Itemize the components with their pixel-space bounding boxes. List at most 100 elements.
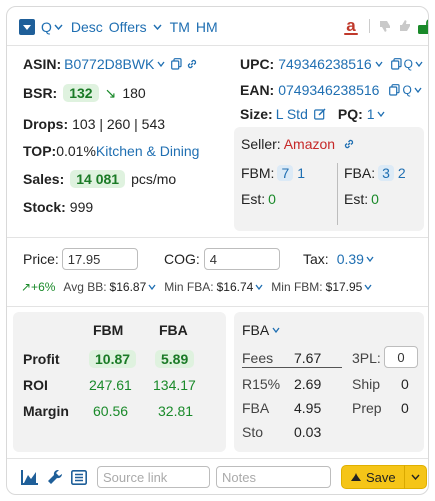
avg-bb-value: $16.87 bbox=[110, 280, 147, 294]
divider bbox=[7, 45, 428, 46]
tax-group: Tax: 0.39 bbox=[303, 247, 374, 271]
ean-search-label[interactable]: Q bbox=[402, 83, 411, 97]
asin-value[interactable]: B0772D8BWK bbox=[64, 56, 154, 72]
chevron-down-icon[interactable] bbox=[405, 474, 426, 480]
thumbs-up-icon[interactable] bbox=[398, 19, 412, 33]
source-link-input[interactable]: Source link bbox=[97, 466, 210, 488]
bsr-trend-icon: ↘ bbox=[105, 85, 117, 102]
fees-row[interactable]: Fees 7.67 bbox=[242, 348, 342, 368]
price-label: Price: bbox=[23, 251, 59, 267]
price-trend: ↗+6% bbox=[21, 280, 55, 294]
ship-value: 0 bbox=[401, 376, 409, 392]
seller-name[interactable]: Amazon bbox=[284, 136, 335, 152]
chevron-down-icon[interactable] bbox=[364, 284, 372, 290]
divider-icon bbox=[369, 19, 370, 33]
amazon-icon bbox=[350, 472, 362, 482]
divider bbox=[7, 458, 428, 459]
chevron-down-icon[interactable] bbox=[415, 61, 423, 67]
hm-link[interactable]: HM bbox=[196, 19, 218, 35]
size-label: Size: bbox=[240, 106, 273, 122]
offers-link[interactable]: Offers bbox=[109, 19, 147, 35]
link-icon[interactable] bbox=[343, 138, 355, 150]
top-label: TOP: bbox=[23, 143, 56, 159]
fba-fee-value: 4.95 bbox=[294, 400, 321, 416]
fees-mode-dropdown[interactable]: FBA bbox=[242, 320, 280, 340]
unlock-icon[interactable] bbox=[418, 18, 429, 34]
sto-value: 0.03 bbox=[294, 424, 321, 440]
fba-fee-label: FBA bbox=[242, 400, 269, 416]
prep-value: 0 bbox=[401, 400, 409, 416]
drops-value: 103 | 260 | 543 bbox=[72, 116, 165, 132]
drops-row: Drops: 103 | 260 | 543 bbox=[23, 113, 165, 135]
cog-input[interactable]: 4 bbox=[204, 248, 280, 270]
fbm-label: FBM: bbox=[241, 165, 274, 181]
fees-label: Fees bbox=[242, 350, 273, 366]
fba-count[interactable]: 3 bbox=[378, 165, 394, 181]
chart-icon[interactable] bbox=[21, 469, 39, 485]
chevron-down-icon[interactable] bbox=[377, 111, 385, 117]
profit-fbm-value: 10.87 bbox=[89, 348, 136, 370]
bsr-label: BSR: bbox=[23, 85, 57, 101]
ship-label: Ship bbox=[352, 376, 380, 392]
copy-icon[interactable] bbox=[389, 84, 400, 96]
search-menu[interactable]: Q bbox=[41, 19, 63, 35]
fees-mode-label: FBA bbox=[242, 322, 269, 338]
top-category-link[interactable]: Kitchen & Dining bbox=[96, 143, 200, 159]
fba-est-value: 0 bbox=[371, 191, 379, 207]
size-value[interactable]: L Std bbox=[276, 106, 308, 122]
est-label: Est: bbox=[344, 191, 368, 207]
sto-label: Sto bbox=[242, 424, 263, 440]
seller-row: Seller: Amazon bbox=[241, 134, 355, 154]
profit-fba-value: 5.89 bbox=[155, 348, 194, 370]
tm-link[interactable]: TM bbox=[170, 19, 190, 35]
seller-box: Seller: Amazon FBM: 7 1 Est: 0 FBA: 3 2 … bbox=[234, 127, 424, 231]
fbm-count[interactable]: 7 bbox=[277, 165, 293, 181]
list-icon[interactable] bbox=[71, 470, 87, 485]
pq-value[interactable]: 1 bbox=[367, 106, 375, 122]
save-button[interactable]: Save bbox=[341, 465, 427, 489]
chevron-down-icon[interactable] bbox=[148, 284, 156, 290]
copy-icon[interactable] bbox=[171, 58, 182, 70]
fba-offers: FBA: 3 2 bbox=[344, 163, 406, 183]
collapse-toggle-icon[interactable] bbox=[19, 19, 35, 35]
min-fbm-value: $17.95 bbox=[326, 280, 363, 294]
amazon-icon[interactable]: a bbox=[343, 16, 359, 36]
est-label: Est: bbox=[241, 191, 265, 207]
bsr-row: BSR: 132 ↘ 180 bbox=[23, 82, 146, 104]
cog-label: COG: bbox=[164, 251, 200, 267]
product-panel: Q Desc Offers TM HM a ASIN: B0772D8BWK bbox=[6, 6, 429, 495]
copy-icon[interactable] bbox=[391, 58, 402, 70]
chevron-down-icon[interactable] bbox=[414, 87, 422, 93]
wrench-icon[interactable] bbox=[47, 469, 63, 485]
profit-row-label: Profit bbox=[23, 348, 60, 370]
chevron-down-icon[interactable] bbox=[153, 24, 162, 30]
upc-search-label[interactable]: Q bbox=[404, 57, 413, 71]
footer-toolbar: Source link Notes Save bbox=[21, 465, 427, 489]
sales-label: Sales: bbox=[23, 171, 64, 187]
ean-value[interactable]: 0749346238516 bbox=[278, 82, 379, 98]
chevron-down-icon[interactable] bbox=[366, 256, 374, 262]
price-input[interactable]: 17.95 bbox=[62, 248, 138, 270]
r15-label: R15% bbox=[242, 376, 280, 392]
upc-value[interactable]: 749346238516 bbox=[278, 56, 371, 72]
edit-icon[interactable] bbox=[314, 108, 326, 120]
tax-label: Tax: bbox=[303, 251, 329, 267]
fba-count-secondary[interactable]: 2 bbox=[398, 165, 406, 181]
fbm-count-secondary[interactable]: 1 bbox=[297, 165, 305, 181]
fees-box: FBA Fees 7.67 3PL: 0 R15% 2.69 Ship 0 FB… bbox=[234, 312, 424, 452]
tpl-input[interactable]: 0 bbox=[384, 346, 418, 368]
link-icon[interactable] bbox=[186, 58, 198, 70]
chevron-down-icon[interactable] bbox=[157, 61, 165, 67]
desc-link[interactable]: Desc bbox=[71, 19, 103, 35]
tax-value[interactable]: 0.39 bbox=[337, 251, 364, 267]
price-stats-row: ↗+6% Avg BB: $16.87 Min FBA: $16.74 Min … bbox=[21, 278, 372, 296]
pq-label: PQ: bbox=[338, 106, 363, 122]
margin-fbm-value: 60.56 bbox=[93, 400, 128, 422]
notes-input[interactable]: Notes bbox=[216, 466, 331, 488]
thumbs-down-icon[interactable] bbox=[378, 19, 392, 33]
roi-fba-value: 134.17 bbox=[153, 374, 196, 396]
margin-row-label: Margin bbox=[23, 400, 69, 422]
chevron-down-icon[interactable] bbox=[255, 284, 263, 290]
chevron-down-icon[interactable] bbox=[375, 61, 383, 67]
bsr-value: 132 bbox=[63, 84, 98, 102]
